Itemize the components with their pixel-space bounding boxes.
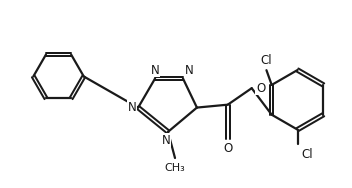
- Text: O: O: [223, 142, 232, 155]
- Text: N: N: [162, 134, 171, 147]
- Text: O: O: [256, 82, 265, 95]
- Text: N: N: [128, 101, 136, 114]
- Text: CH₃: CH₃: [165, 163, 186, 173]
- Text: Cl: Cl: [301, 148, 313, 161]
- Text: Cl: Cl: [260, 54, 272, 67]
- Text: N: N: [151, 64, 159, 77]
- Text: N: N: [185, 64, 194, 77]
